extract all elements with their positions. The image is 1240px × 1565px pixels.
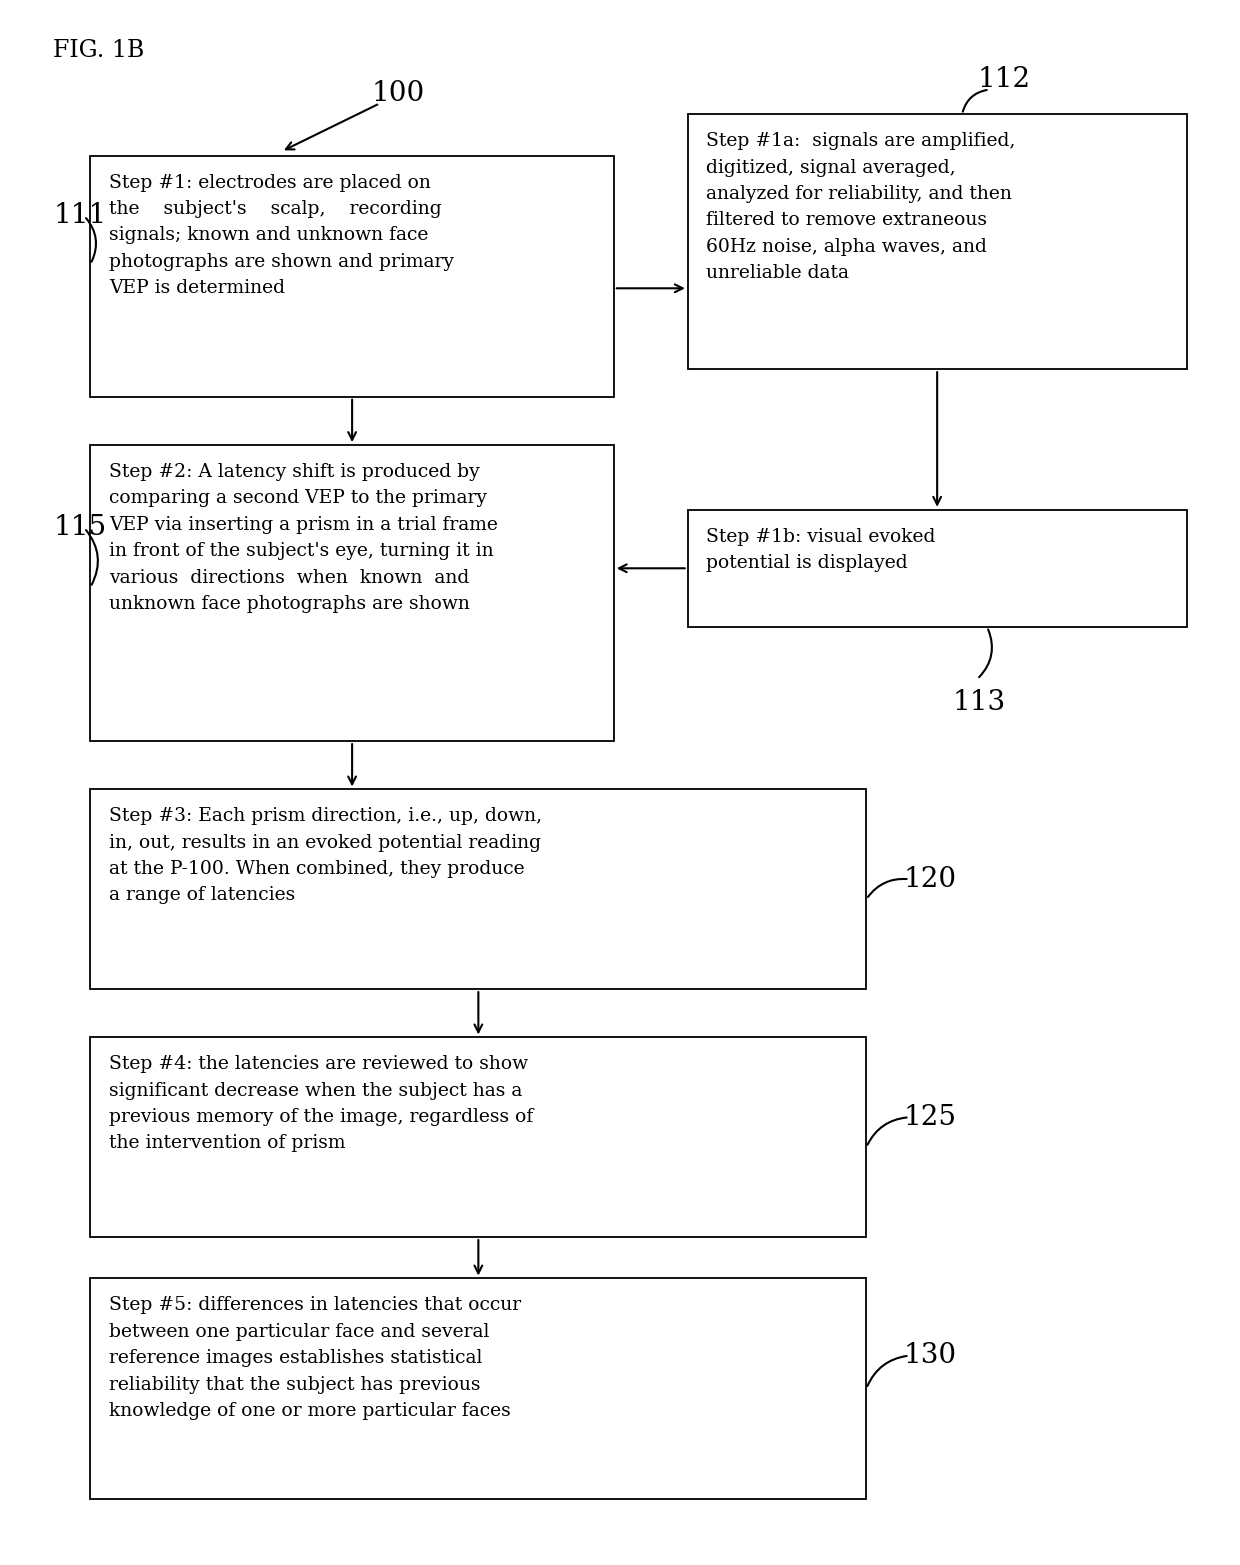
Text: 111: 111 xyxy=(53,202,107,230)
Text: 112: 112 xyxy=(977,66,1030,94)
Text: Step #2: A latency shift is produced by
comparing a second VEP to the primary
VE: Step #2: A latency shift is produced by … xyxy=(109,463,497,613)
FancyBboxPatch shape xyxy=(688,510,1187,628)
Text: Step #1: electrodes are placed on
the    subject's    scalp,    recording
signal: Step #1: electrodes are placed on the su… xyxy=(109,174,454,297)
Text: Step #4: the latencies are reviewed to show
significant decrease when the subjec: Step #4: the latencies are reviewed to s… xyxy=(109,1055,533,1152)
FancyBboxPatch shape xyxy=(91,155,614,398)
Text: FIG. 1B: FIG. 1B xyxy=(53,39,145,61)
FancyBboxPatch shape xyxy=(91,789,867,989)
Text: 100: 100 xyxy=(372,80,425,108)
Text: 120: 120 xyxy=(903,865,956,892)
Text: Step #1a:  signals are amplified,
digitized, signal averaged,
analyzed for relia: Step #1a: signals are amplified, digitiz… xyxy=(707,133,1016,282)
Text: 130: 130 xyxy=(903,1343,956,1369)
FancyBboxPatch shape xyxy=(91,444,614,742)
Text: Step #5: differences in latencies that occur
between one particular face and sev: Step #5: differences in latencies that o… xyxy=(109,1296,521,1419)
Text: 115: 115 xyxy=(53,515,107,541)
FancyBboxPatch shape xyxy=(688,114,1187,369)
Text: Step #1b: visual evoked
potential is displayed: Step #1b: visual evoked potential is dis… xyxy=(707,527,936,573)
Text: 113: 113 xyxy=(952,689,1006,717)
Text: 125: 125 xyxy=(903,1103,956,1131)
FancyBboxPatch shape xyxy=(91,1038,867,1236)
Text: Step #3: Each prism direction, i.e., up, down,
in, out, results in an evoked pot: Step #3: Each prism direction, i.e., up,… xyxy=(109,808,542,905)
FancyBboxPatch shape xyxy=(91,1279,867,1499)
